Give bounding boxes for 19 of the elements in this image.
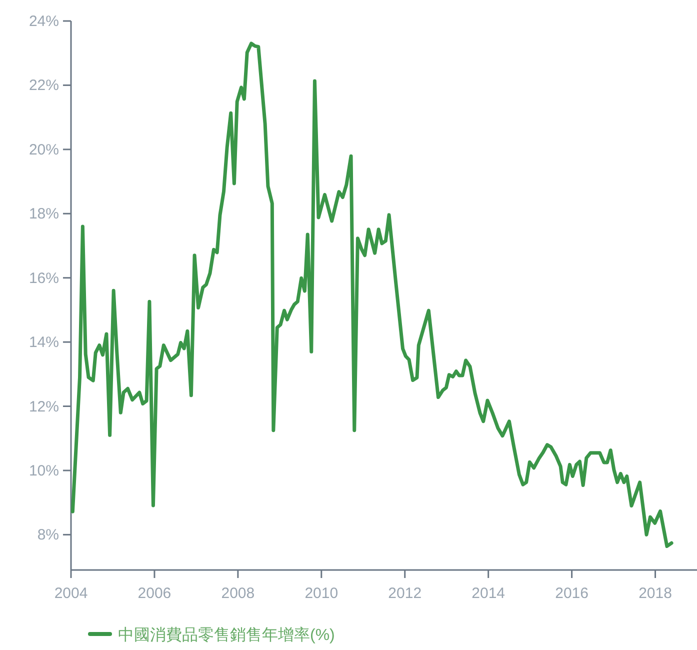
y-tick-label: 8% [37,526,59,544]
x-tick-label: 2004 [54,585,88,602]
y-tick-label: 16% [28,270,59,287]
x-tick-label: 2008 [221,585,255,602]
y-tick-label: 24% [28,13,59,30]
y-tick-label: 18% [28,206,59,223]
x-tick-label: 2006 [138,585,172,602]
legend-label: 中國消費品零售銷售年增率(%) [118,626,335,644]
x-tick-label: 2018 [638,585,672,602]
y-tick-label: 10% [28,462,59,480]
x-tick-label: 2012 [388,585,422,602]
y-tick-label: 12% [28,398,59,416]
y-tick-label: 20% [28,141,59,158]
x-tick-label: 2014 [472,585,506,602]
y-tick-label: 14% [28,334,59,352]
y-tick-label: 22% [28,77,59,94]
line-series [70,42,674,548]
x-tick-label: 2010 [304,585,338,602]
x-tick-label: 2016 [555,585,588,602]
